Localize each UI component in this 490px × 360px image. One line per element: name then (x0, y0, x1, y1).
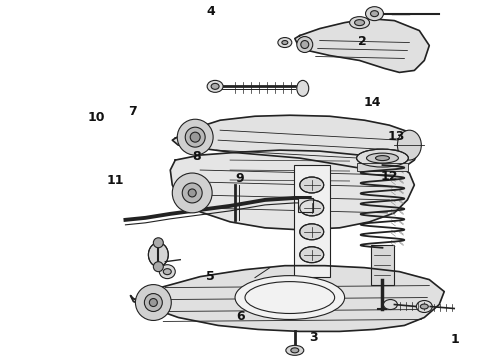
Circle shape (135, 285, 172, 320)
Text: 9: 9 (236, 172, 245, 185)
Bar (298, 198, 313, 212)
Circle shape (190, 132, 200, 142)
Circle shape (188, 189, 196, 197)
Text: 3: 3 (309, 331, 318, 344)
Ellipse shape (291, 348, 299, 353)
Text: 6: 6 (236, 310, 245, 324)
Circle shape (149, 298, 157, 306)
Polygon shape (171, 150, 415, 230)
Circle shape (297, 37, 313, 53)
Polygon shape (172, 115, 419, 170)
Ellipse shape (300, 177, 324, 193)
Bar (294, 165, 330, 276)
Ellipse shape (207, 80, 223, 92)
Text: 2: 2 (358, 35, 367, 49)
Bar (357, 163, 408, 171)
Ellipse shape (370, 11, 378, 17)
Text: 1: 1 (450, 333, 459, 346)
Ellipse shape (278, 37, 292, 48)
Ellipse shape (300, 224, 324, 240)
Ellipse shape (416, 301, 432, 312)
Ellipse shape (397, 130, 421, 160)
Circle shape (172, 173, 212, 213)
Circle shape (145, 293, 162, 311)
Ellipse shape (211, 84, 219, 89)
Polygon shape (130, 266, 444, 332)
Text: 13: 13 (388, 130, 405, 144)
Text: 11: 11 (107, 174, 124, 186)
Ellipse shape (286, 345, 304, 355)
Ellipse shape (375, 156, 390, 161)
Text: 4: 4 (206, 5, 215, 18)
Text: 8: 8 (192, 150, 200, 163)
Ellipse shape (163, 269, 172, 275)
Ellipse shape (357, 149, 408, 167)
Ellipse shape (366, 7, 384, 21)
Circle shape (185, 127, 205, 147)
Ellipse shape (420, 304, 428, 309)
Text: 12: 12 (380, 170, 398, 183)
Text: 14: 14 (363, 96, 381, 109)
Ellipse shape (367, 153, 398, 163)
Circle shape (153, 238, 163, 248)
Ellipse shape (148, 243, 168, 267)
Ellipse shape (159, 265, 175, 279)
Text: 10: 10 (87, 111, 105, 124)
Circle shape (182, 183, 202, 203)
Circle shape (177, 119, 213, 155)
Text: 5: 5 (206, 270, 215, 283)
Circle shape (153, 262, 163, 272)
Ellipse shape (355, 20, 365, 26)
Ellipse shape (300, 200, 324, 216)
Bar (370, 245, 394, 285)
Ellipse shape (300, 247, 324, 263)
Ellipse shape (297, 80, 309, 96)
Text: 7: 7 (128, 105, 137, 118)
Ellipse shape (282, 41, 288, 45)
Circle shape (301, 41, 309, 49)
Ellipse shape (384, 300, 397, 310)
Ellipse shape (235, 276, 344, 319)
Polygon shape (295, 19, 429, 72)
Ellipse shape (349, 17, 369, 28)
